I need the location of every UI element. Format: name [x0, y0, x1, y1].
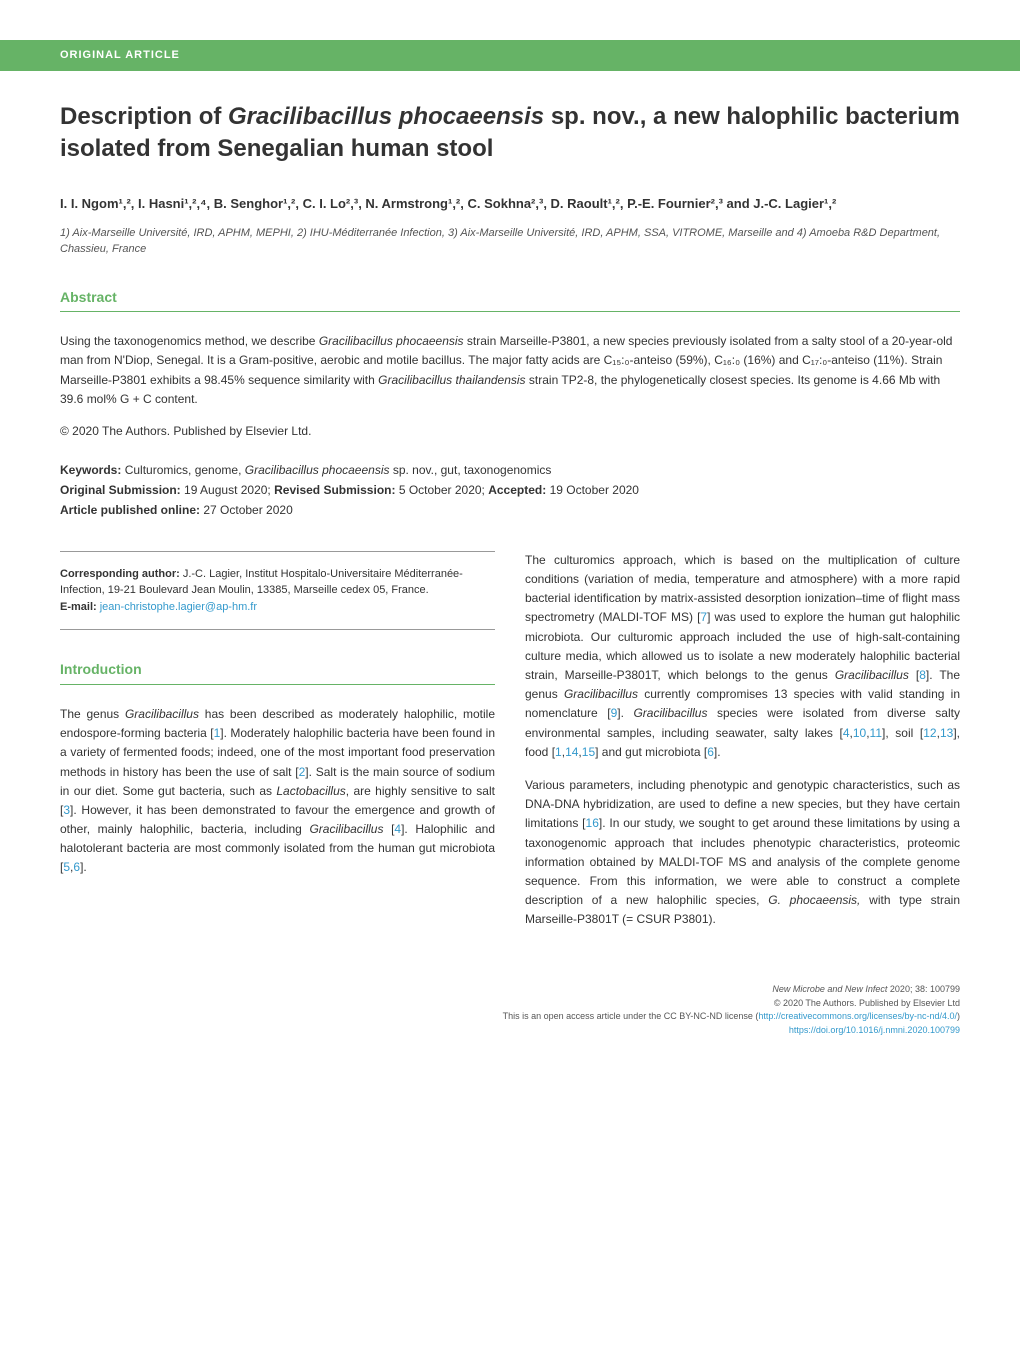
introduction-rule	[60, 684, 495, 685]
copyright-line: © 2020 The Authors. Published by Elsevie…	[60, 423, 960, 440]
abstract-rule	[60, 311, 960, 312]
published-online-date: 27 October 2020	[200, 503, 293, 517]
corresponding-author-label: Corresponding author:	[60, 568, 180, 580]
license-link[interactable]: http://creativecommons.org/licenses/by-n…	[758, 1011, 957, 1021]
abstract-heading: Abstract	[60, 288, 960, 308]
txt-italic: Gracilibacillus	[125, 707, 199, 721]
keywords-block: Keywords: Culturomics, genome, Graciliba…	[60, 460, 960, 521]
email-label: E-mail:	[60, 601, 100, 613]
original-submission-label: Original Submission:	[60, 483, 181, 497]
ref-link-11[interactable]: 11	[870, 726, 882, 740]
footer-copyright: © 2020 The Authors. Published by Elsevie…	[60, 997, 960, 1011]
article-title: Description of Gracilibacillus phocaeens…	[60, 101, 960, 163]
original-submission-date: 19 August 2020;	[181, 483, 274, 497]
txt-italic: Lactobacillus	[276, 784, 345, 798]
abstract-text-a: Using the taxonogenomics method, we desc…	[60, 334, 319, 348]
journal-name: New Microbe and New Infect	[772, 984, 887, 994]
page-footer: New Microbe and New Infect 2020; 38: 100…	[60, 983, 960, 1037]
right-column: The culturomics approach, which is based…	[525, 551, 960, 944]
authors-list: I. I. Ngom¹,², I. Hasni¹,²,⁴, B. Senghor…	[60, 194, 960, 215]
abstract-text-d: Gracilibacillus thailandensis	[378, 373, 525, 387]
txt-italic: Gracilibacillus	[633, 706, 707, 720]
txt: ].	[714, 745, 721, 759]
journal-volume: 2020; 38: 100799	[887, 984, 960, 994]
txt-italic: G. phocaeensis,	[768, 893, 860, 907]
revised-submission-date: 5 October 2020;	[395, 483, 488, 497]
article-type-bar: ORIGINAL ARTICLE	[0, 40, 1020, 71]
intro-paragraph-1: The genus Gracilibacillus has been descr…	[60, 705, 495, 878]
ref-link-1b[interactable]: 1	[555, 745, 562, 759]
keywords-text-c: sp. nov., gut, taxonogenomics	[390, 463, 552, 477]
keywords-label: Keywords:	[60, 463, 121, 477]
keywords-text-a: Culturomics, genome,	[121, 463, 244, 477]
doi-link[interactable]: https://doi.org/10.1016/j.nmni.2020.1007…	[789, 1025, 960, 1035]
correspondence-box: Corresponding author: J.-C. Lagier, Inst…	[60, 551, 495, 631]
title-prefix: Description of	[60, 103, 228, 130]
abstract-paragraph: Using the taxonogenomics method, we desc…	[60, 332, 960, 409]
ref-link-16[interactable]: 16	[586, 816, 599, 830]
txt: The genus	[60, 707, 125, 721]
license-text-b: )	[957, 1011, 960, 1021]
keywords-text-b: Gracilibacillus phocaeensis	[245, 463, 390, 477]
ref-link-8[interactable]: 8	[919, 668, 926, 682]
ref-link-13[interactable]: 13	[940, 726, 953, 740]
revised-submission-label: Revised Submission:	[274, 483, 395, 497]
txt: [	[909, 668, 919, 682]
affiliations: 1) Aix-Marseille Université, IRD, APHM, …	[60, 225, 960, 258]
ref-link-12[interactable]: 12	[923, 726, 936, 740]
txt-italic: Gracilibacillus	[835, 668, 909, 682]
abstract-text-b: Gracilibacillus phocaeensis	[319, 334, 464, 348]
ref-link-10[interactable]: 10	[853, 726, 866, 740]
ref-link-4b[interactable]: 4	[843, 726, 850, 740]
txt: ] and gut microbiota [	[595, 745, 707, 759]
txt: ].	[80, 860, 87, 874]
title-species: Gracilibacillus phocaeensis	[228, 103, 544, 130]
published-online-label: Article published online:	[60, 503, 200, 517]
accepted-label: Accepted:	[488, 483, 546, 497]
intro-paragraph-3: Various parameters, including phenotypic…	[525, 776, 960, 930]
txt: ].	[617, 706, 633, 720]
ref-link-14[interactable]: 14	[565, 745, 578, 759]
corresponding-email-link[interactable]: jean-christophe.lagier@ap-hm.fr	[100, 601, 257, 613]
article-type-label: ORIGINAL ARTICLE	[60, 49, 180, 61]
two-column-body: Corresponding author: J.-C. Lagier, Inst…	[60, 551, 960, 944]
txt-italic: Gracilibacillus	[564, 687, 638, 701]
txt: [	[383, 822, 394, 836]
left-column: Corresponding author: J.-C. Lagier, Inst…	[60, 551, 495, 944]
ref-link-15[interactable]: 15	[582, 745, 595, 759]
ref-link-6b[interactable]: 6	[707, 745, 714, 759]
txt: ], soil [	[882, 726, 923, 740]
intro-paragraph-2: The culturomics approach, which is based…	[525, 551, 960, 762]
accepted-date: 19 October 2020	[546, 483, 639, 497]
introduction-heading: Introduction	[60, 660, 495, 680]
txt-italic: Gracilibacillus	[309, 822, 383, 836]
license-text-a: This is an open access article under the…	[503, 1011, 759, 1021]
